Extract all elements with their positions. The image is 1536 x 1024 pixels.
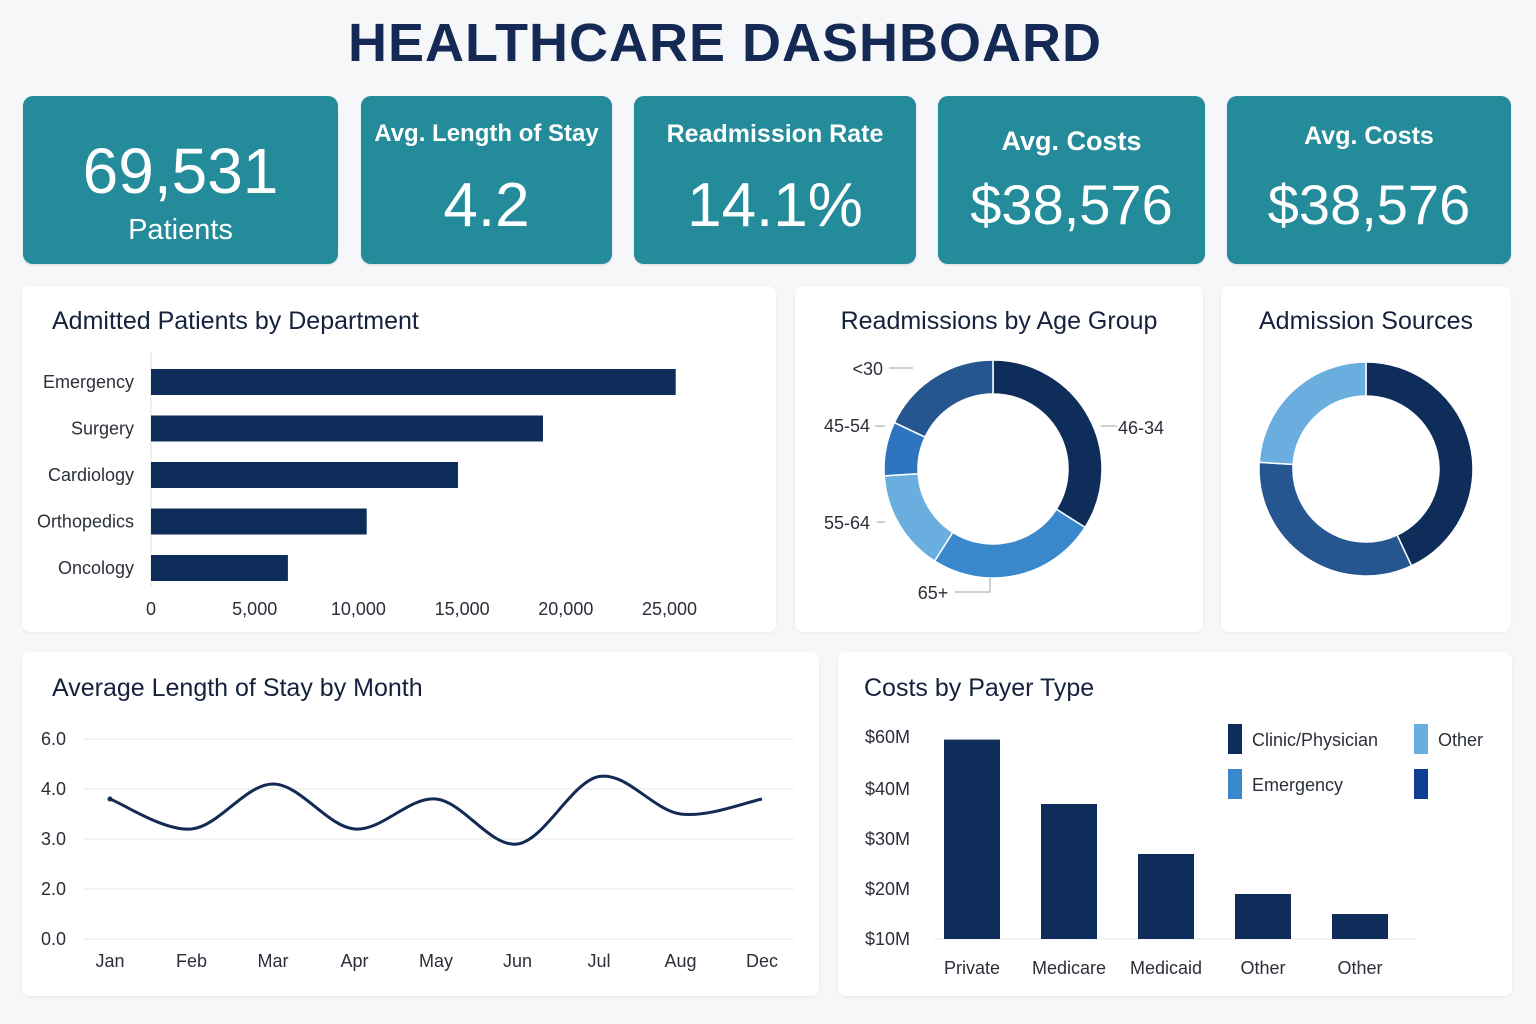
payer-category-label: Medicaid [1130, 958, 1202, 978]
payer-legend-swatch [1414, 724, 1428, 754]
age-group-slice-label: 45-54 [824, 416, 870, 436]
age-group-slice-label: <30 [852, 359, 883, 379]
payer-legend-swatch [1228, 769, 1242, 799]
kpi-avg-costs-label: Avg. Costs [1001, 126, 1142, 156]
line-chart-x-tick-label: Jun [503, 951, 532, 971]
payer-bar [1235, 894, 1291, 939]
payer-category-label: Other [1337, 958, 1382, 978]
length-of-stay-chart-title: Average Length of Stay by Month [52, 674, 423, 702]
payer-legend-swatch [1228, 724, 1242, 754]
payer-bar [1041, 804, 1097, 939]
line-chart-x-tick-label: May [419, 951, 453, 971]
age-group-slice [933, 508, 1087, 579]
kpi-avg-costs-card: Avg. Costs $38,576 [938, 96, 1205, 264]
payer-legend-label: Emergency [1252, 775, 1343, 795]
payer-type-chart-card: Costs by Payer Type $10M $20M $30M $40M $60M… [838, 652, 1512, 996]
admission-source-slice [1365, 361, 1474, 567]
department-category-label: Oncology [58, 558, 134, 578]
payer-type-chart-title: Costs by Payer Type [864, 674, 1095, 702]
payer-bar [1332, 914, 1388, 939]
payer-y-tick-label: $60M [865, 727, 910, 747]
department-x-tick-label: 10,000 [331, 599, 386, 619]
kpi-patients-card: 69,531 Patients [23, 96, 338, 264]
admission-sources-donut-chart [1258, 361, 1474, 577]
age-group-slice-label: 55-64 [824, 513, 870, 533]
department-bar [151, 415, 543, 442]
kpi-length-of-stay-label: Avg. Length of Stay [374, 120, 599, 147]
kpi-readmission-rate-value: 14.1% [687, 171, 863, 240]
kpi-avg-costs-card-2: Avg. Costs $38,576 [1227, 96, 1511, 264]
admission-source-slice [1258, 361, 1367, 466]
line-chart-x-tick-label: Dec [746, 951, 778, 971]
line-chart-y-tick-label: 0.0 [41, 929, 66, 949]
line-chart-y-tick-label: 4.0 [41, 779, 66, 799]
department-x-tick-label: 20,000 [538, 599, 593, 619]
line-chart-x-tick-label: Apr [340, 951, 368, 971]
age-group-leader-line [955, 578, 991, 593]
line-chart-x-tick-label: Feb [176, 951, 207, 971]
department-bar [151, 462, 458, 488]
payer-type-bar-chart: $10M $20M $30M $40M $60M Private Medicare Medic… [865, 724, 1483, 978]
department-x-tick-label: 25,000 [642, 599, 697, 619]
kpi-avg-costs-value: $38,576 [970, 173, 1173, 236]
department-bar [151, 555, 288, 581]
kpi-patients-value: 69,531 [82, 135, 279, 207]
admission-sources-card: Admission Sources [1221, 286, 1511, 632]
payer-category-label: Medicare [1032, 958, 1106, 978]
kpi-avg-costs-label-2: Avg. Costs [1304, 122, 1434, 150]
payer-legend-label: Clinic/Physician [1252, 730, 1378, 750]
length-of-stay-series-line [109, 774, 763, 846]
length-of-stay-chart-card: Average Length of Stay by Month 0.0 2.0 3.… [22, 652, 819, 996]
age-group-slice [883, 472, 954, 563]
payer-y-tick-label: $40M [865, 779, 910, 799]
admission-sources-title: Admission Sources [1259, 307, 1473, 335]
payer-y-tick-label: $10M [865, 929, 910, 949]
payer-y-tick-label: $20M [865, 879, 910, 899]
department-category-label: Orthopedics [37, 512, 134, 532]
payer-category-label: Other [1240, 958, 1285, 978]
age-group-slice-label: 46-34 [1118, 418, 1164, 438]
department-category-label: Cardiology [48, 465, 134, 485]
department-chart-title: Admitted Patients by Department [52, 307, 419, 335]
department-x-tick-label: 5,000 [232, 599, 277, 619]
kpi-readmission-rate-card: Readmission Rate 14.1% [634, 96, 916, 264]
payer-legend-label: Other [1438, 730, 1483, 750]
department-x-tick-label: 15,000 [435, 599, 490, 619]
department-category-label: Surgery [71, 419, 134, 439]
kpi-length-of-stay-value: 4.2 [443, 171, 530, 240]
line-chart-x-tick-label: Mar [258, 951, 289, 971]
kpi-patients-label: Patients [128, 214, 233, 246]
admission-source-slice [1258, 461, 1413, 577]
age-group-slice [992, 359, 1103, 529]
payer-y-tick-label: $30M [865, 829, 910, 849]
age-group-slice-label: 65+ [918, 583, 949, 603]
department-x-tick-label: 0 [146, 599, 156, 619]
dashboard-title: HEALTHCARE DASHBOARD [348, 13, 1102, 73]
payer-bar [1138, 854, 1194, 939]
line-chart-x-tick-label: Aug [664, 951, 696, 971]
payer-category-label: Private [944, 958, 1000, 978]
line-chart-y-tick-label: 6.0 [41, 729, 66, 749]
line-chart-y-tick-label: 3.0 [41, 829, 66, 849]
age-group-slice [893, 359, 994, 439]
kpi-avg-costs-value-2: $38,576 [1267, 173, 1471, 236]
department-bar [151, 508, 367, 535]
department-bar [151, 369, 676, 395]
kpi-length-of-stay-card: Avg. Length of Stay 4.2 [361, 96, 612, 264]
payer-bar [944, 739, 1000, 939]
line-chart-x-tick-label: Jan [95, 951, 124, 971]
department-chart-card: Admitted Patients by Department Emergenc… [22, 286, 776, 632]
age-group-chart-title: Readmissions by Age Group [840, 307, 1158, 335]
department-category-label: Emergency [43, 372, 134, 392]
department-bar-chart: Emergency Surgery Cardiology Orthopedics Onc… [37, 352, 697, 619]
age-group-donut-chart: 46-34 65+ 55-64 45-54 <30 [824, 359, 1164, 603]
line-chart-x-tick-label: Jul [587, 951, 610, 971]
payer-legend-swatch [1414, 769, 1428, 799]
length-of-stay-line-chart: 0.0 2.0 3.0 4.0 6.0 Jan Feb Mar Apr May Jun Jul Aug D… [41, 729, 794, 971]
age-group-chart-card: Readmissions by Age Group 46-34 65+ 55-64 4… [795, 286, 1203, 632]
kpi-readmission-rate-label: Readmission Rate [666, 120, 884, 148]
length-of-stay-point [107, 796, 113, 802]
line-chart-y-tick-label: 2.0 [41, 879, 66, 899]
